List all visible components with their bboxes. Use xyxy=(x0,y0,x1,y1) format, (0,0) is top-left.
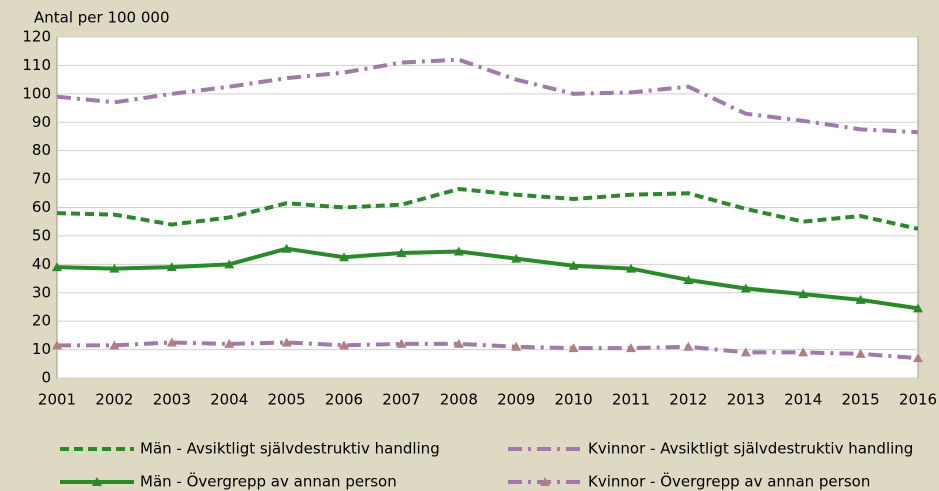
x-tick-label: 2003 xyxy=(153,391,191,409)
legend-marker xyxy=(92,477,102,486)
x-tick-label: 2016 xyxy=(899,391,937,409)
y-tick-label: 60 xyxy=(32,198,51,216)
y-tick-label: 120 xyxy=(22,28,51,46)
point-marker xyxy=(109,340,120,350)
series-line xyxy=(56,187,919,231)
point-marker xyxy=(568,260,579,270)
point-marker xyxy=(281,337,292,347)
point-marker xyxy=(913,303,923,313)
point-marker xyxy=(453,338,464,348)
x-tick-label: 2010 xyxy=(555,391,593,409)
legend-label: Män - Övergrepp av annan person xyxy=(140,472,397,491)
point-marker xyxy=(855,348,866,358)
point-marker xyxy=(109,263,120,273)
y-tick-label: 50 xyxy=(32,226,51,244)
point-marker xyxy=(453,246,464,256)
point-marker xyxy=(626,263,636,273)
x-tick-label: 2009 xyxy=(497,391,535,409)
x-tick-label: 2006 xyxy=(325,391,363,409)
point-marker xyxy=(166,337,177,347)
point-marker xyxy=(740,347,751,357)
point-marker xyxy=(224,338,235,348)
x-tick-label: 2011 xyxy=(612,391,650,409)
point-marker xyxy=(511,341,522,351)
point-marker xyxy=(683,341,694,351)
point-marker xyxy=(798,289,809,299)
series-line xyxy=(56,57,919,135)
legend-label: Män - Avsiktligt självdestruktiv handlin… xyxy=(140,440,440,458)
point-marker xyxy=(396,247,407,257)
point-marker xyxy=(339,340,349,350)
y-tick-label: 70 xyxy=(32,170,51,188)
y-tick-label: 10 xyxy=(32,340,51,358)
point-marker xyxy=(339,252,349,262)
legend-marker xyxy=(540,477,550,486)
point-marker xyxy=(683,274,694,284)
y-tick-label: 100 xyxy=(22,84,51,102)
point-marker xyxy=(740,283,751,293)
x-tick-label: 2002 xyxy=(95,391,133,409)
legend-label: Kvinnor - Övergrepp av annan person xyxy=(588,472,870,491)
series-line xyxy=(56,246,919,311)
point-marker xyxy=(52,262,62,272)
x-tick-label: 2005 xyxy=(268,391,306,409)
point-marker xyxy=(855,294,866,304)
y-tick-label: 30 xyxy=(32,283,51,301)
point-marker xyxy=(52,340,62,350)
point-marker xyxy=(166,262,177,272)
point-marker xyxy=(396,338,407,348)
point-marker xyxy=(511,253,522,263)
y-tick-label: 90 xyxy=(32,113,51,131)
y-tick-label: 40 xyxy=(32,255,51,273)
y-tick-label: 20 xyxy=(32,312,51,330)
y-tick-label: 80 xyxy=(32,141,51,159)
x-tick-label: 2004 xyxy=(210,391,248,409)
series-line xyxy=(57,340,919,361)
y-tick-label: 110 xyxy=(22,56,51,74)
x-tick-label: 2013 xyxy=(727,391,765,409)
point-marker xyxy=(281,243,292,253)
y-tick-label: 0 xyxy=(41,369,51,387)
x-tick-label: 2001 xyxy=(38,391,76,409)
point-marker xyxy=(626,343,636,353)
x-tick-label: 2015 xyxy=(842,391,880,409)
x-tick-label: 2008 xyxy=(440,391,478,409)
point-marker xyxy=(224,259,235,269)
point-marker xyxy=(568,343,579,353)
legend-label: Kvinnor - Avsiktligt självdestruktiv han… xyxy=(588,440,913,458)
x-tick-label: 2007 xyxy=(382,391,420,409)
point-marker xyxy=(798,347,809,357)
x-tick-label: 2014 xyxy=(784,391,822,409)
point-marker xyxy=(913,353,923,363)
x-tick-label: 2012 xyxy=(669,391,707,409)
y-axis-label: Antal per 100 000 xyxy=(34,9,170,27)
